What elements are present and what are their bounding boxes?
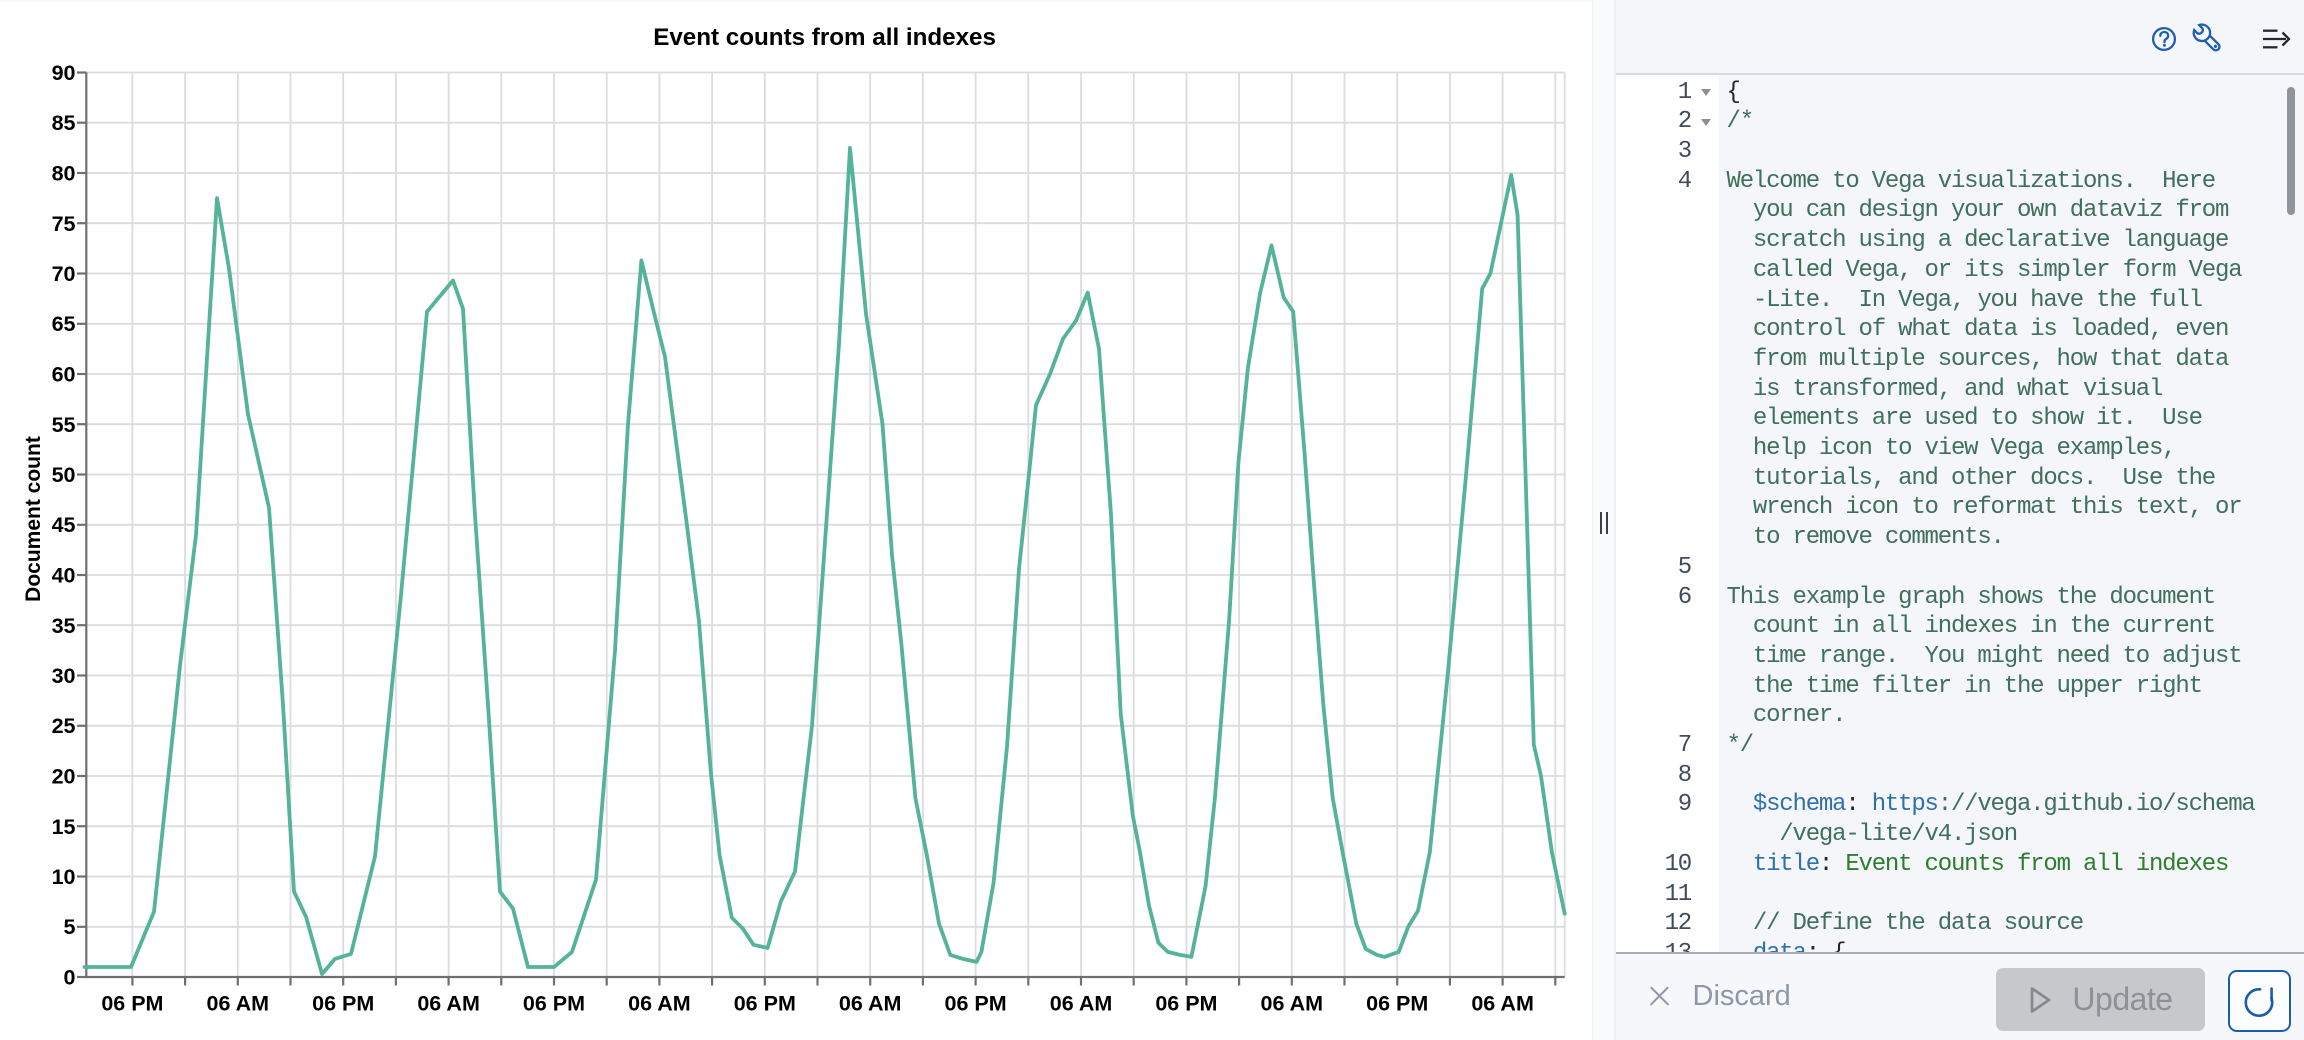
svg-text:06 AM: 06 AM	[417, 992, 480, 1016]
svg-text:35: 35	[52, 614, 76, 638]
svg-text:90: 90	[52, 61, 76, 85]
svg-text:06 AM: 06 AM	[207, 992, 270, 1016]
svg-text:Event counts from all indexes: Event counts from all indexes	[653, 24, 996, 51]
svg-text:06 PM: 06 PM	[101, 992, 163, 1016]
svg-text:06 AM: 06 AM	[1261, 992, 1324, 1016]
svg-text:06 AM: 06 AM	[1471, 992, 1534, 1016]
svg-text:75: 75	[52, 212, 76, 236]
svg-text:55: 55	[52, 413, 76, 437]
svg-text:06 PM: 06 PM	[312, 992, 374, 1016]
svg-text:06 PM: 06 PM	[734, 992, 796, 1016]
svg-text:65: 65	[52, 312, 76, 336]
svg-text:80: 80	[52, 162, 76, 186]
svg-text:06 AM: 06 AM	[839, 992, 902, 1016]
svg-text:30: 30	[52, 664, 76, 688]
svg-text:06 PM: 06 PM	[523, 992, 585, 1016]
svg-text:50: 50	[52, 463, 76, 487]
svg-text:06 AM: 06 AM	[628, 992, 691, 1016]
svg-text:5: 5	[64, 915, 76, 939]
svg-text:06 PM: 06 PM	[945, 992, 1007, 1016]
svg-text:70: 70	[52, 262, 76, 286]
svg-text:25: 25	[52, 714, 76, 738]
svg-text:15: 15	[52, 815, 76, 839]
svg-text:20: 20	[52, 765, 76, 789]
svg-text:0: 0	[64, 966, 76, 990]
svg-text:45: 45	[52, 513, 76, 537]
svg-text:06 AM: 06 AM	[1050, 992, 1113, 1016]
svg-text:Document count: Document count	[22, 436, 45, 602]
svg-text:40: 40	[52, 564, 76, 588]
svg-text:85: 85	[52, 111, 76, 135]
svg-text:60: 60	[52, 363, 76, 387]
svg-text:06 PM: 06 PM	[1155, 992, 1217, 1016]
svg-text:06 PM: 06 PM	[1366, 992, 1428, 1016]
svg-text:10: 10	[52, 865, 76, 889]
